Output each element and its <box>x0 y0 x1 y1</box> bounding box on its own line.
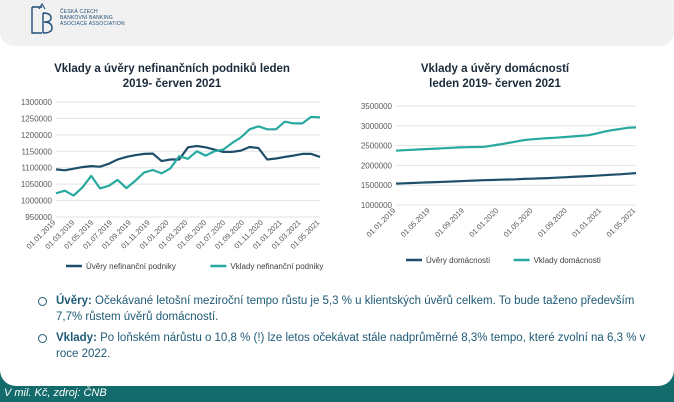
series-line-uvery <box>395 172 637 185</box>
y-tick-label: 1300000 <box>21 98 53 107</box>
chart2-title-line: Vklady a úvěry domácností <box>420 63 570 75</box>
x-tick-label: 01.05.2019 <box>399 206 432 239</box>
logo-line: ČESKÁ CZECH <box>60 9 98 15</box>
legend-label: Úvěry nefinanční podniky <box>86 262 176 271</box>
bullet-circle-icon <box>38 334 47 343</box>
bullet-circle-icon <box>38 297 47 306</box>
y-tick-label: 3000000 <box>361 122 393 131</box>
chart1-title-line: Vklady a úvěry nefinančních podniků lede… <box>54 63 290 75</box>
chart1-title: Vklady a úvěry nefinančních podniků lede… <box>22 62 322 92</box>
series-line-uvery <box>55 144 321 172</box>
bullet-list: Úvěry: Očekávané letošní meziroční tempo… <box>38 294 648 368</box>
y-tick-label: 1150000 <box>21 147 52 156</box>
legend-label: Vklady domácnosti <box>534 256 601 265</box>
x-tick-label: 01.01.2020 <box>467 206 500 239</box>
legend-label: Úvěry domácnosti <box>426 256 490 265</box>
source-footer: V mil. Kč, zdroj: ČNB <box>4 387 107 399</box>
y-tick-label: 1250000 <box>21 114 53 123</box>
y-tick-label: 2500000 <box>361 142 393 151</box>
y-tick-label: 1000000 <box>21 197 53 206</box>
bullet-vklady: Vklady: Po loňském nárůstu o 10,8 % (!) … <box>38 331 648 362</box>
x-tick-label: 01.05.2021 <box>605 206 638 239</box>
x-tick-label: 01.01.2021 <box>570 206 603 239</box>
cba-logo-icon <box>31 3 53 34</box>
chart2-title: Vklady a úvěry domácností leden 2019- če… <box>350 62 640 92</box>
chart1-svg: 950000 1000000 1050000 1100000 1150000 120000… <box>21 98 324 271</box>
x-tick-label: 01.09.2020 <box>536 206 569 239</box>
slide-card: ČESKÁ CZECH BANKOVNÍ BANKING ASOCIACE AS… <box>0 0 674 386</box>
bullet-label: Úvěry: <box>56 295 92 307</box>
y-tick-label: 1000000 <box>361 201 393 210</box>
y-tick-label: 1200000 <box>21 131 53 140</box>
y-tick-label: 1500000 <box>361 181 393 190</box>
chart1-title-line: 2019- červen 2021 <box>122 78 222 90</box>
y-tick-label: 1100000 <box>21 164 52 173</box>
bullet-text: Očekávané letošní meziroční tempo růstu … <box>56 295 635 323</box>
x-tick-label: 01.01.2019 <box>365 206 398 239</box>
series-line-vklady <box>395 126 637 152</box>
y-tick-label: 950000 <box>25 213 52 222</box>
logo-line: BANKOVNÍ BANKING <box>60 15 113 21</box>
bullet-text: Po loňském nárůstu o 10,8 % (!) lze leto… <box>56 332 646 360</box>
logo-line: ASOCIACE ASSOCIATION <box>60 21 125 27</box>
y-tick-label: 3500000 <box>361 102 393 111</box>
legend-label: Vklady nefinanční podniky <box>230 262 323 271</box>
series-line-vklady <box>55 115 321 197</box>
chart2-title-line: leden 2019- červen 2021 <box>429 78 561 90</box>
bullet-uvery: Úvěry: Očekávané letošní meziroční tempo… <box>38 294 648 325</box>
logo-text: ČESKÁ CZECH BANKOVNÍ BANKING ASOCIACE AS… <box>60 9 125 27</box>
y-tick-label: 1050000 <box>21 180 53 189</box>
y-tick-label: 2000000 <box>361 161 393 170</box>
chart2-svg: 1000000 1500000 2000000 2500000 3000000 35000… <box>361 102 638 265</box>
x-tick-label: 01.05.2020 <box>502 206 535 239</box>
bullet-label: Vklady: <box>56 332 97 344</box>
x-tick-label: 01.09.2019 <box>433 206 466 239</box>
header-band <box>0 0 674 46</box>
